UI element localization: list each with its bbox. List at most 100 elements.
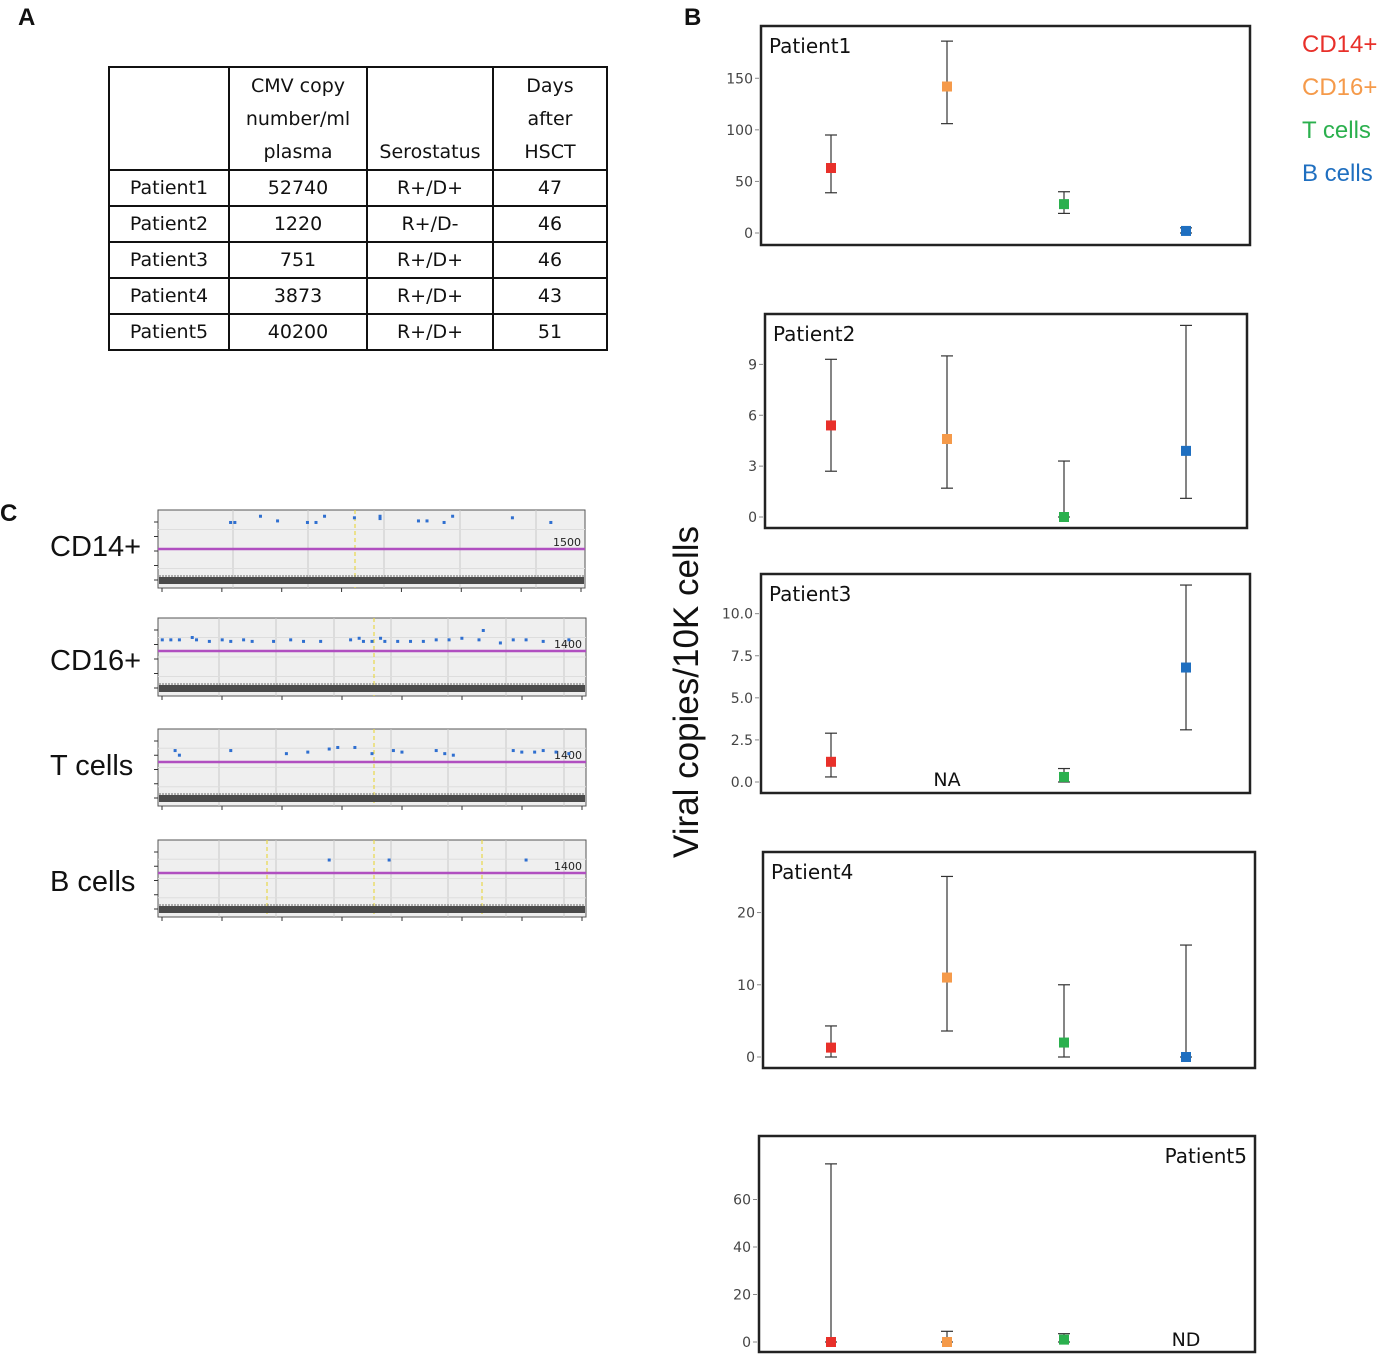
data-point-b-cells [1181,225,1191,236]
data-point-b-cells [1181,1052,1191,1062]
y-tick-label: 6 [748,408,757,424]
y-tick-label: 20 [737,906,755,922]
table-row: Patient5 40200 R+/D+ 51 [108,313,608,351]
y-tick-label: 0 [746,1050,755,1066]
data-point-t-cells [1059,199,1069,210]
table-cell: 52740 [228,169,368,207]
legend-item: T cells [1302,117,1371,144]
table-cell: Patient3 [108,241,230,279]
table-header-row: CMV copy number/ml plasma Serostatus Day… [108,66,608,171]
table-header-line: Serostatus [379,141,481,163]
table-header-line: CMV copy [250,75,346,97]
data-point-t-cells [1059,771,1069,782]
table-cell: R+/D+ [366,277,494,315]
table-cell: 51 [492,313,608,351]
patient-label: Patient3 [769,582,851,606]
panel-label-b: B [684,4,702,31]
table-cell: R+/D+ [366,313,494,351]
annotation-label: NA [933,769,960,791]
table-cell: Patient4 [108,277,230,315]
table-cell: 47 [492,169,608,207]
patient-label: Patient2 [773,322,855,346]
annotation-label: ND [1172,1329,1201,1351]
patient-plot-4: Patient4 0 10 20 [737,850,1257,1070]
data-point-cd16- [942,972,952,983]
data-point-b-cells [1181,445,1191,456]
table-cell: 46 [492,241,608,279]
table-cell: R+/D+ [366,169,494,207]
data-point-cd16- [942,434,952,444]
patient-label: Patient5 [1165,1144,1247,1168]
table-cell: Patient5 [108,313,230,351]
table-header-empty [108,66,230,171]
table-cell: 40200 [228,313,368,351]
table-header-cmv: CMV copy number/ml plasma [228,66,368,171]
y-tick-label: 2.5 [731,733,753,749]
y-tick-label: 5.0 [731,691,753,707]
table-row: Patient4 3873 R+/D+ 43 [108,277,608,315]
y-tick-label: 0 [742,1335,751,1351]
table-header-line: plasma [263,141,333,163]
data-point-t-cells [1059,512,1069,522]
table-cell: 46 [492,205,608,243]
data-point-cd14- [826,756,836,767]
table-cell: 751 [228,241,368,279]
table-cell: R+/D+ [366,241,494,279]
data-point-t-cells [1059,1334,1069,1345]
patient-label: Patient1 [769,34,851,58]
plot-frame [759,572,1252,795]
legend-item: CD14+ [1302,31,1377,58]
y-axis-label: Viral copies/10K cells [667,526,706,858]
patient-plot-3: Patient3 0.0 2.5 5.0 7.5 10.0 NA [722,572,1252,795]
plot-frame [757,1134,1257,1354]
table-cell: 1220 [228,205,368,243]
patient-plot-2: Patient2 0 3 6 9 [748,312,1249,530]
legend-item: B cells [1302,160,1373,187]
table-cell: 3873 [228,277,368,315]
y-tick-label: 100 [726,123,753,139]
table-row: Patient1 52740 R+/D+ 47 [108,169,608,207]
data-point-cd16- [942,81,952,92]
y-tick-label: 0.0 [731,775,753,791]
y-tick-label: 40 [733,1240,751,1256]
y-tick-label: 20 [733,1288,751,1304]
table-cell: 43 [492,277,608,315]
y-tick-label: 0 [744,226,753,242]
table-header-days: Days after HSCT [492,66,608,171]
plot-frame [761,850,1257,1070]
y-tick-label: 3 [748,459,757,475]
table-header-line: number/ml [245,108,351,130]
table-cell: Patient2 [108,205,230,243]
table-header-line: HSCT [524,141,576,163]
y-tick-label: 10 [737,978,755,994]
patient-plot-1: Patient1 0 50 100 150 [726,24,1252,247]
data-point-cd16- [942,1337,952,1347]
table-header-line: after [527,108,573,130]
table-cell: Patient1 [108,169,230,207]
data-point-b-cells [1181,662,1191,673]
data-point-t-cells [1059,1037,1069,1048]
table-header-line: Days [526,75,574,97]
table-row: Patient2 1220 R+/D- 46 [108,205,608,243]
y-tick-label: 60 [733,1193,751,1209]
y-tick-label: 50 [735,174,753,190]
patient-table: CMV copy number/ml plasma Serostatus Day… [108,66,608,351]
table-cell: R+/D- [366,205,494,243]
y-tick-label: 0 [748,510,757,526]
data-point-cd14- [826,1042,836,1053]
y-tick-label: 10.0 [722,607,753,623]
table-header-serostatus: Serostatus [366,66,494,171]
data-point-cd14- [826,163,836,174]
panel-label-c: C [0,500,18,527]
patient-label: Patient4 [771,860,853,884]
y-tick-label: 9 [748,357,757,373]
legend-item: CD16+ [1302,74,1377,101]
y-tick-label: 7.5 [731,649,753,665]
table-row: Patient3 751 R+/D+ 46 [108,241,608,279]
y-tick-label: 150 [726,71,753,87]
data-point-cd14- [826,420,836,431]
patient-plot-5: Patient5 0 20 40 60 ND [733,1134,1257,1354]
plot-frame [763,312,1249,530]
plot-frame [759,24,1252,247]
